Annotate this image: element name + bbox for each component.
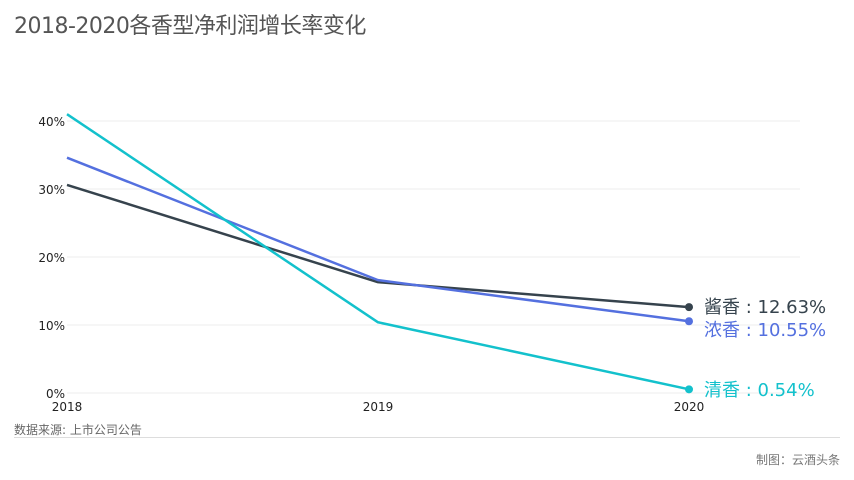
- x-tick-label: 2019: [363, 400, 394, 414]
- y-tick-label: 20%: [38, 251, 65, 265]
- series-line-酱香: [66, 183, 690, 309]
- y-tick-label: 40%: [38, 115, 65, 129]
- end-point-marker: [685, 317, 693, 326]
- y-tick-label: 30%: [38, 183, 65, 197]
- series-line-浓香: [66, 156, 690, 323]
- x-tick-label: 2018: [52, 400, 83, 414]
- y-tick-label: 10%: [38, 319, 65, 333]
- x-tick-label: 2020: [674, 400, 705, 414]
- series-line-清香: [66, 113, 690, 391]
- end-point-marker: [685, 303, 693, 312]
- chart-title: 2018-2020各香型净利润增长率变化: [14, 14, 366, 39]
- series-end-label: 清香 : 0.54%: [704, 380, 815, 401]
- series-end-label: 浓香 : 10.55%: [704, 320, 826, 341]
- data-source: 数据来源: 上市公司公告: [14, 423, 142, 437]
- y-tick-label: 0%: [46, 387, 65, 401]
- end-point-marker: [685, 385, 693, 394]
- chart-credit: 制图：云酒头条: [755, 453, 840, 467]
- series-end-label: 酱香 : 12.63%: [704, 297, 826, 318]
- divider: [14, 437, 840, 438]
